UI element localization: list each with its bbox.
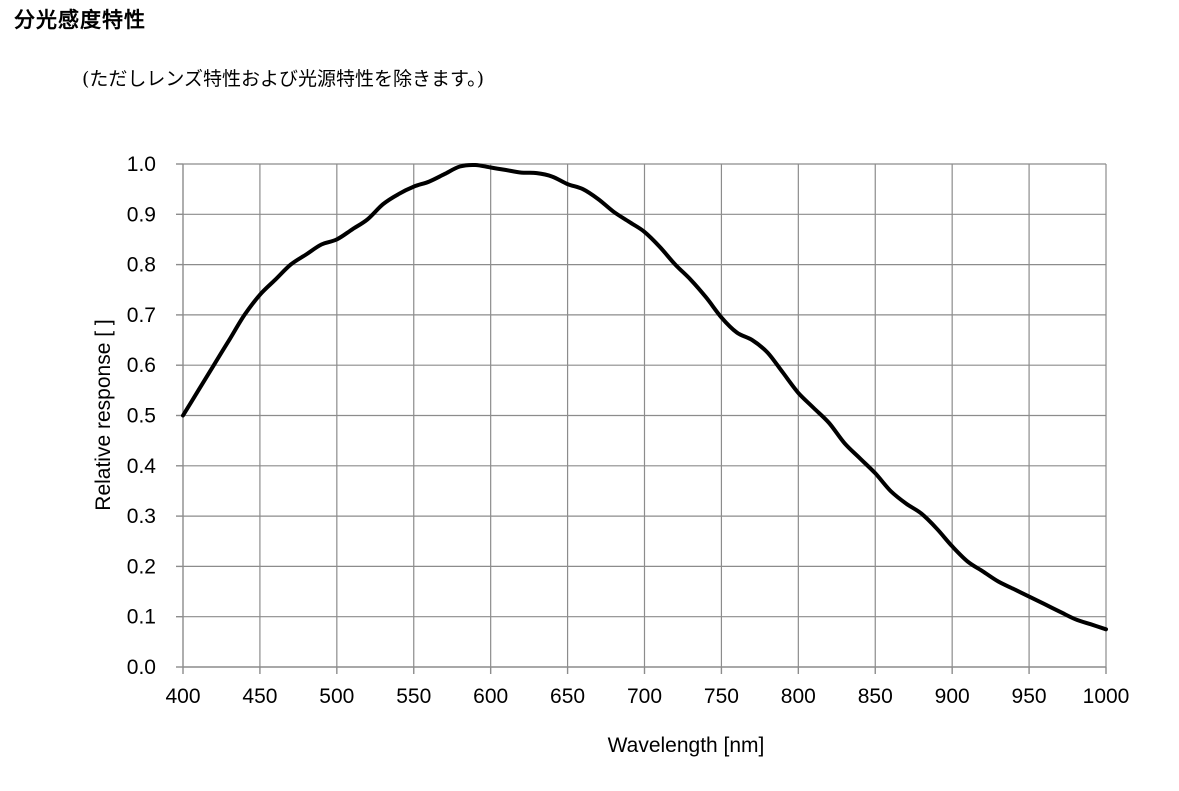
section-heading: 分光感度特性	[14, 8, 146, 32]
x-tick-label: 1000	[1083, 685, 1130, 708]
y-tick-label: 0.4	[127, 455, 157, 478]
x-tick-label: 550	[396, 685, 431, 708]
x-tick-label: 600	[473, 685, 508, 708]
x-tick-label: 650	[550, 685, 585, 708]
x-tick-label: 850	[858, 685, 893, 708]
x-axis-label: Wavelength [nm]	[608, 734, 765, 757]
y-tick-label: 0.6	[127, 354, 156, 377]
x-tick-label: 900	[935, 685, 970, 708]
y-tick-label: 0.5	[127, 405, 156, 428]
y-tick-label: 1.0	[127, 153, 156, 176]
y-axis-label: Relative response [ ]	[92, 319, 115, 510]
response-curve	[181, 162, 1108, 632]
y-tick-label: 0.2	[127, 555, 156, 578]
x-tick-labels: 400 450 500 550 600 650 700 750 800 850 900 950 1000	[165, 685, 1129, 708]
y-tick-label: 0.1	[127, 606, 156, 629]
x-tick-label: 750	[704, 685, 739, 708]
y-tick-label: 0.8	[127, 254, 156, 277]
y-tick-label: 0.9	[127, 203, 156, 226]
y-tick-label: 0.0	[127, 656, 156, 679]
x-tick-label: 500	[319, 685, 354, 708]
x-tick-label: 700	[627, 685, 662, 708]
x-tick-label: 800	[781, 685, 816, 708]
x-tick-label: 400	[165, 685, 200, 708]
grid-lines	[176, 163, 1107, 674]
x-tick-label: 950	[1012, 685, 1047, 708]
y-tick-label: 0.3	[127, 505, 156, 528]
y-tick-labels: 0.0 0.1 0.2 0.3 0.4 0.5 0.6 0.7 0.8 0.9 1.0	[127, 153, 157, 679]
y-tick-label: 0.7	[127, 304, 156, 327]
x-tick-label: 450	[242, 685, 277, 708]
note-text: (ただしレンズ特性および光源特性を除きます。)	[82, 68, 485, 90]
